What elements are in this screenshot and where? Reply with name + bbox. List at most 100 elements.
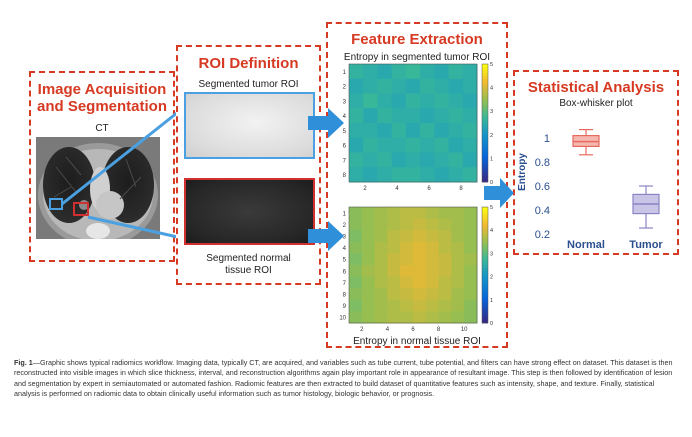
heatmap-cell: [448, 123, 464, 139]
heatmap-cell: [405, 93, 421, 109]
heatmap-cell: [448, 78, 464, 94]
heatmap-cell: [374, 276, 388, 289]
colorbar-segment: [482, 212, 488, 217]
heatmap-ytick: 8: [343, 173, 347, 179]
colorbar-segment: [482, 279, 488, 283]
heatmap-cell: [464, 230, 478, 243]
heatmap-cell: [434, 123, 450, 139]
heatmap-cell: [374, 207, 388, 220]
colorbar-segment: [482, 259, 488, 263]
heatmap-cell: [400, 253, 414, 266]
box-plot-yticks: 1 0.8 0.6 0.4 0.2: [535, 133, 550, 241]
heatmap-cell: [405, 152, 421, 168]
heatmap-cell: [448, 152, 464, 168]
heatmap-cell: [377, 167, 393, 183]
tumor-roi-label: Segmented tumor ROI: [198, 79, 299, 90]
box-plot-ytick: 0.6: [535, 181, 550, 193]
colorbar-tick: 0: [490, 180, 493, 186]
heatmap-cell: [451, 288, 465, 301]
heatmap-cell: [349, 137, 364, 153]
colorbar-segment: [482, 224, 488, 228]
heatmap-cell: [363, 167, 378, 183]
heatmap-cell: [448, 108, 464, 124]
normal-roi-label-line-1: Segmented normal: [206, 253, 291, 264]
heatmap-xtick: 2: [360, 327, 364, 333]
colorbar-frame: [481, 63, 489, 183]
heatmap-cell: [438, 311, 452, 324]
box-plot-ytick: 0.2: [535, 229, 550, 241]
colorbar-segment: [482, 302, 488, 306]
heatmap-ytick: 3: [343, 235, 347, 241]
colorbar-segment: [482, 311, 488, 315]
colorbar-segment: [482, 72, 488, 77]
colorbar-segment: [482, 69, 488, 74]
colorbar-tick: 5: [490, 62, 493, 68]
colorbar-tick: 2: [490, 275, 493, 281]
colorbar-segment: [482, 270, 488, 275]
heatmap-cell: [448, 167, 464, 183]
heatmap-xtick: 8: [459, 186, 463, 192]
heatmap-cell: [464, 299, 478, 312]
heatmap-cell: [464, 241, 478, 254]
heatmap-cell: [438, 230, 452, 243]
heatmap-cell: [387, 288, 401, 301]
colorbar-segment: [482, 158, 488, 162]
heatmap-tumor-yticks: 1 2 3 4 5 6 7 8: [343, 70, 347, 179]
heatmap-cell: [349, 265, 363, 278]
heatmap-cell: [361, 311, 376, 324]
heatmap-xtick: 2: [363, 186, 367, 192]
heatmap-cell: [438, 276, 452, 289]
figure-caption-text: —Graphic shows typical radiomics workflo…: [14, 358, 673, 399]
colorbar-segment: [482, 161, 488, 165]
heatmap-xtick: 8: [437, 327, 441, 333]
colorbar-segment: [482, 230, 488, 234]
heatmap-cell: [374, 311, 388, 324]
colorbar-segment: [482, 317, 488, 321]
colorbar-segment: [482, 152, 488, 156]
colorbar-segment: [482, 262, 488, 266]
colorbar-segment: [482, 155, 488, 159]
heatmap-cell: [438, 253, 452, 266]
heatmap-cell: [438, 218, 452, 231]
box-plot: Entropy 1 0.8 0.6 0.4 0.2 Normal Tumor: [517, 129, 663, 251]
heatmap-cell: [420, 167, 435, 183]
heatmap-cell: [361, 288, 376, 301]
heatmap-normal-cells: [348, 206, 478, 324]
colorbar-tick: 4: [490, 86, 493, 92]
heatmap-cell: [425, 311, 440, 324]
box-plot-xtick: Normal: [567, 239, 605, 251]
heatmap-ytick: 7: [343, 281, 347, 287]
colorbar-segment: [482, 111, 488, 115]
colorbar-segment: [482, 227, 488, 231]
colorbar-frame: [481, 206, 489, 324]
colorbar-segment: [482, 176, 488, 180]
colorbar-segment: [482, 146, 488, 150]
heatmap-cell: [349, 207, 363, 220]
heatmap-tumor-cells: [348, 63, 478, 183]
heatmap-ytick: 9: [343, 304, 347, 310]
heatmap-cell: [400, 265, 414, 278]
heatmap-cell: [420, 137, 435, 153]
heatmap-cell: [448, 64, 464, 80]
heatmap-ytick: 1: [343, 70, 347, 76]
colorbar-segment: [482, 285, 488, 289]
heatmap-cell: [425, 265, 440, 278]
heatmap-cell: [361, 230, 376, 243]
heatmap-cell: [413, 299, 427, 312]
heatmap-cell: [462, 64, 478, 80]
heatmap-cell: [462, 137, 478, 153]
colorbar-segment: [482, 78, 488, 83]
heatmap-cell: [400, 230, 414, 243]
heatmap-cell: [363, 123, 378, 139]
normal-roi-label-line-2: tissue ROI: [225, 265, 272, 276]
colorbar-tick: 2: [490, 133, 493, 139]
heatmap-ytick: 2: [343, 223, 347, 229]
heatmap-cell: [464, 288, 478, 301]
heatmap-cell: [387, 276, 401, 289]
ct-scan-image: [36, 137, 160, 239]
heatmap-cell: [425, 230, 440, 243]
heatmap-cell: [420, 93, 435, 109]
heatmap-cell: [349, 253, 363, 266]
